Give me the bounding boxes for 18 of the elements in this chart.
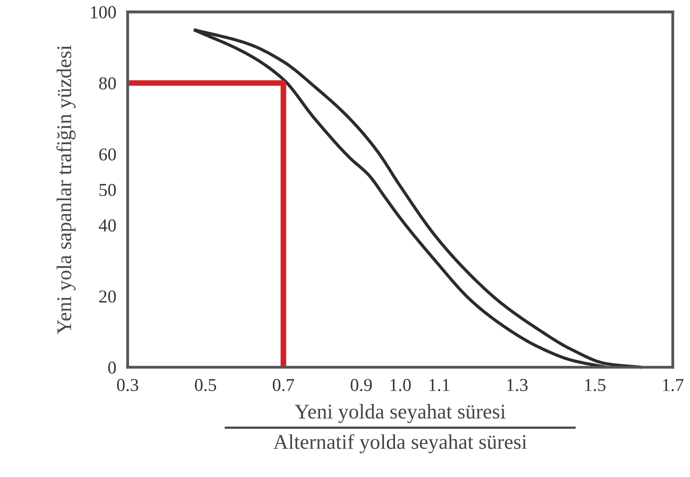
x-tick-label: 1.7 — [663, 379, 684, 392]
x-tick-label: 0.5 — [194, 378, 216, 392]
x-tick-label: 0.3 — [117, 378, 138, 392]
y-tick-label: 40 — [98, 219, 116, 232]
x-tick-label: 1.5 — [585, 379, 606, 392]
x-tick-label: 1.3 — [507, 378, 528, 392]
y-tick-label: 0 — [108, 362, 116, 374]
y-axis-title: Yeni yola sapanlar trafiğin yüzdesi — [56, 45, 76, 334]
y-tick-label: 60 — [99, 148, 116, 161]
y-tick-label: 100 — [91, 6, 116, 18]
y-tick-label: 50 — [100, 184, 116, 196]
x-tick-label: 1.0 — [390, 378, 411, 392]
x-tick-label: 1.1 — [429, 379, 450, 392]
y-tick-label: 80 — [99, 77, 116, 90]
x-tick-label: 0.9 — [350, 378, 372, 392]
x-axis-title: Yeni yolda seyahat süresi Alternatif yolda seyahat süresi — [273, 404, 527, 454]
y-tick-label: 20 — [99, 290, 116, 303]
x-tick-label: 0.7 — [272, 378, 294, 392]
